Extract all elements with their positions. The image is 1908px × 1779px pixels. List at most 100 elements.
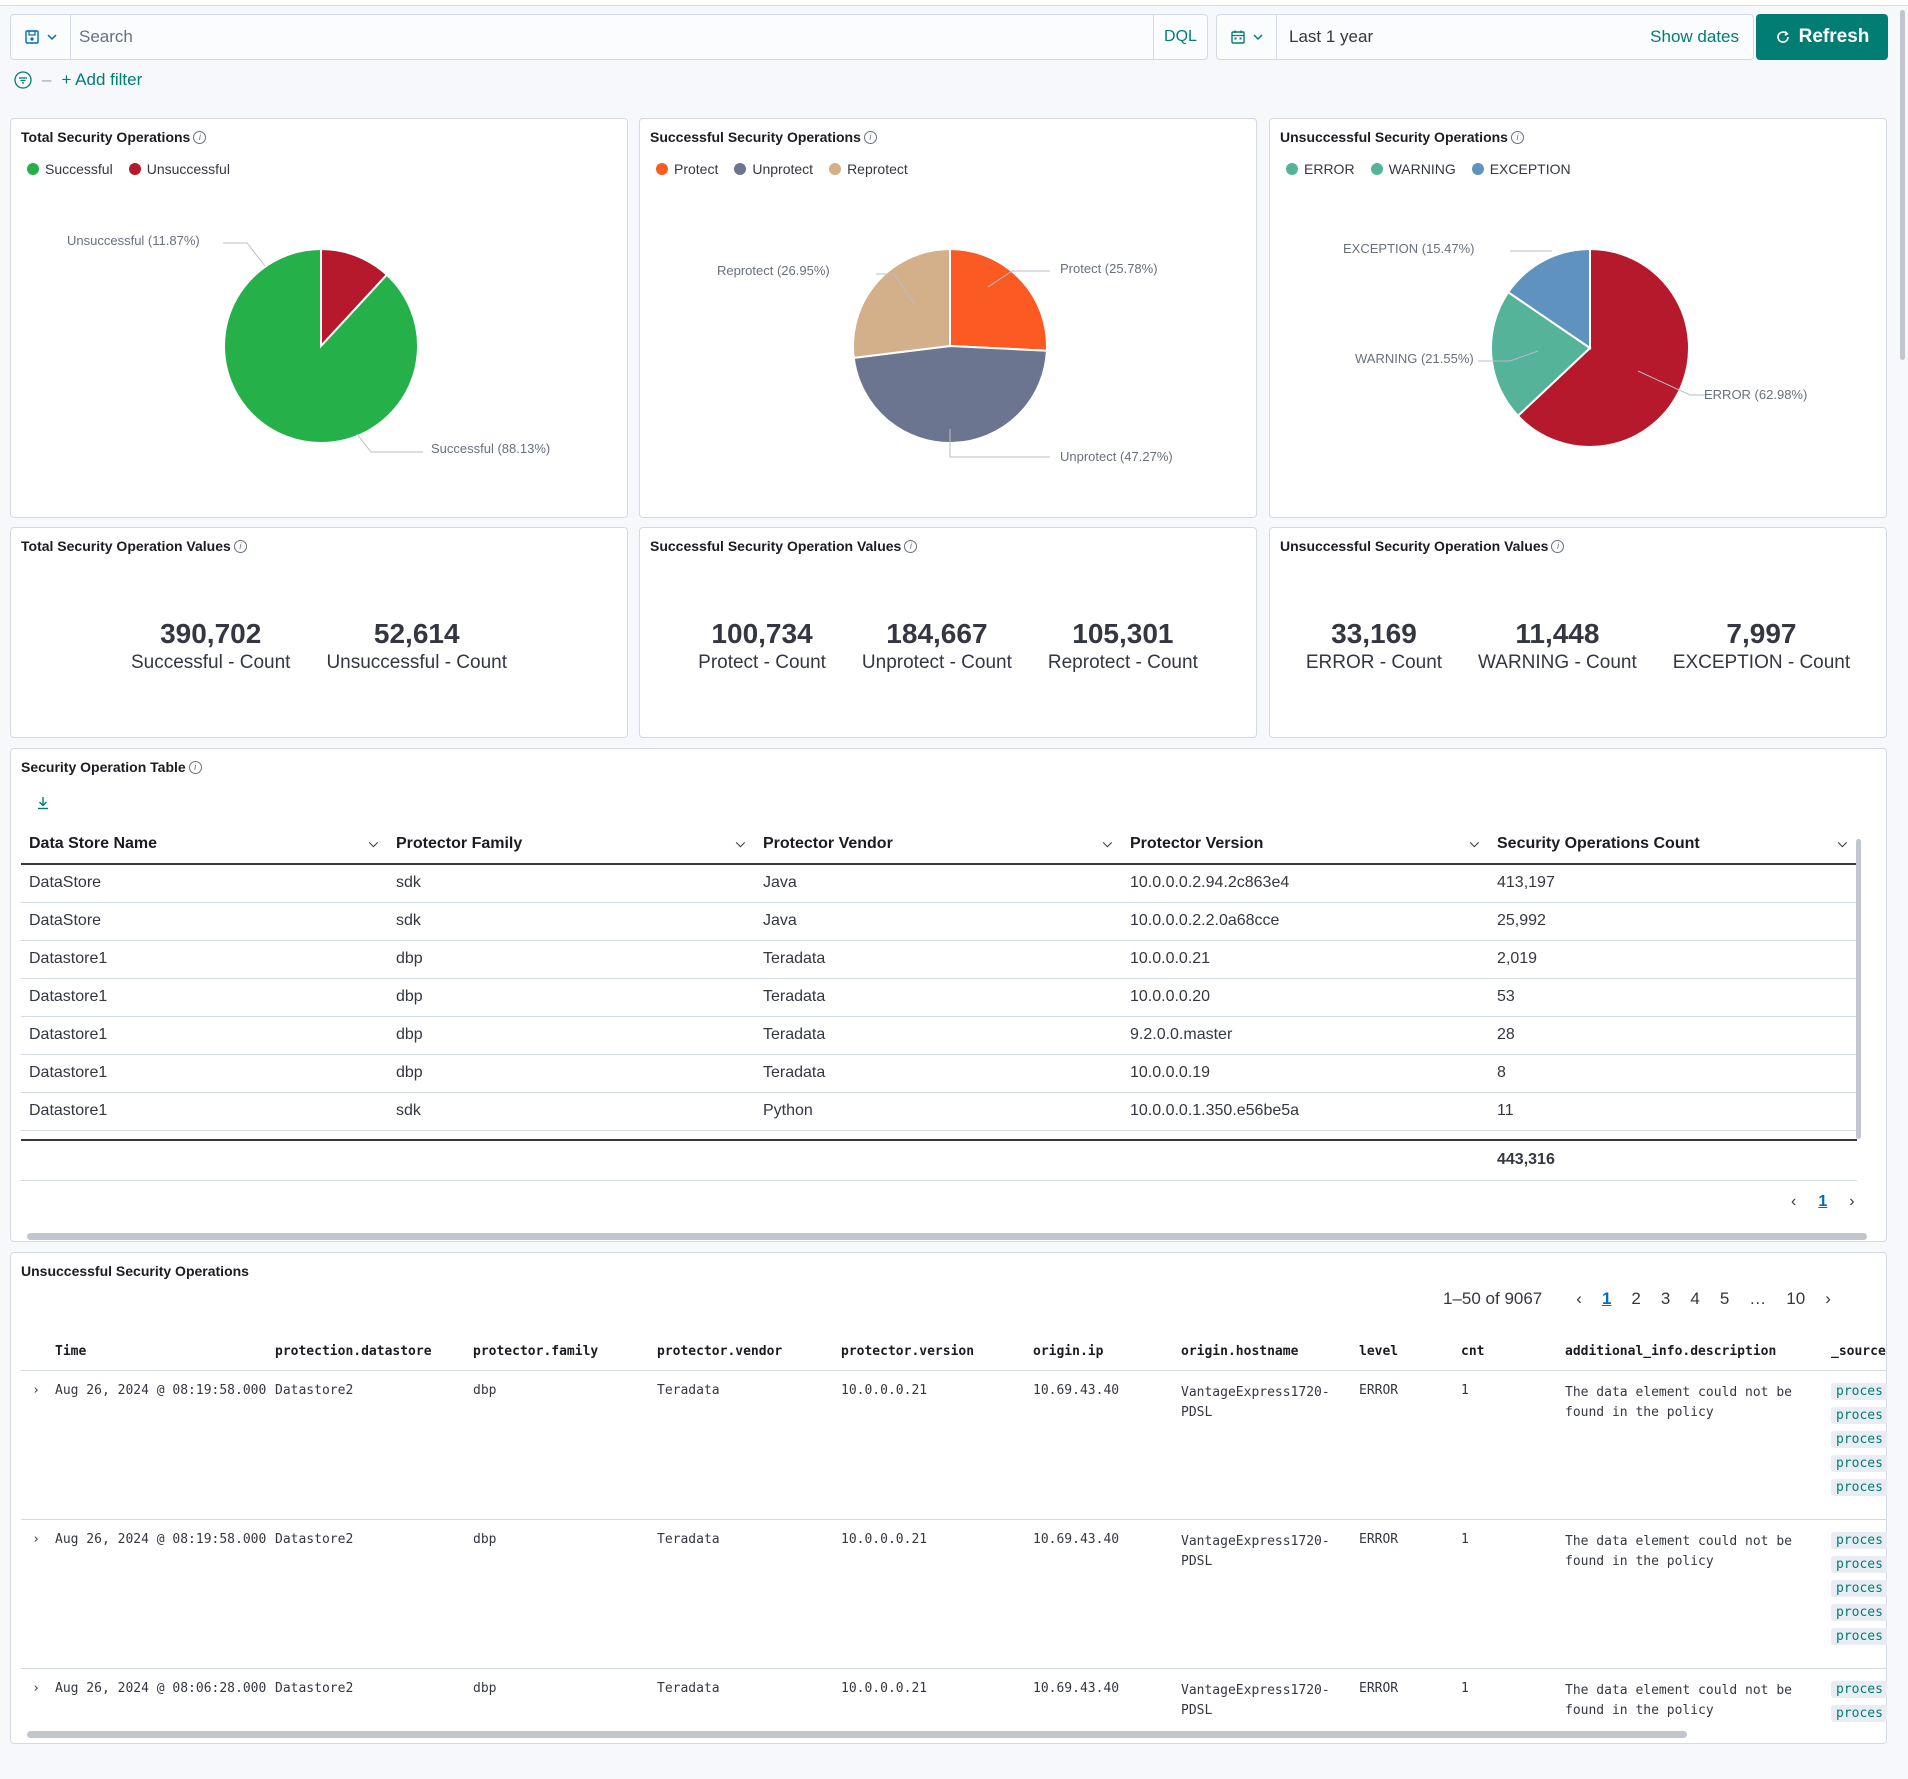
- pie-chart[interactable]: [640, 119, 1258, 519]
- source-tag[interactable]: proces: [1831, 1455, 1887, 1472]
- info-icon[interactable]: i: [1510, 130, 1524, 144]
- column-header-origin-ip[interactable]: origin.ip: [1033, 1344, 1104, 1359]
- column-header-time[interactable]: Time: [55, 1344, 87, 1359]
- cell: Java: [755, 902, 1122, 941]
- download-icon[interactable]: [35, 795, 51, 811]
- source-tag[interactable]: proces: [1831, 1556, 1887, 1573]
- source-tag[interactable]: proces: [1831, 1532, 1887, 1549]
- pie-slice-error[interactable]: [1516, 247, 1690, 448]
- quick-date-menu-button[interactable]: [1217, 15, 1277, 59]
- source-tag[interactable]: proces: [1831, 1431, 1887, 1448]
- source-tag[interactable]: proces: [1831, 1705, 1887, 1722]
- date-range-text[interactable]: Last 1 year: [1289, 27, 1374, 46]
- column-header-protector-vendor[interactable]: Protector Vendor ⌵: [755, 824, 1122, 865]
- legend-item-unprotect[interactable]: Unprotect: [734, 161, 813, 177]
- column-header-protector-version[interactable]: protector.version: [841, 1344, 975, 1359]
- legend-dot: [1370, 163, 1383, 175]
- add-filter-button[interactable]: + Add filter: [61, 70, 143, 89]
- column-header-description[interactable]: additional_info.description: [1565, 1343, 1777, 1359]
- query-language-button[interactable]: DQL: [1153, 15, 1207, 59]
- column-header-security-operations-count[interactable]: Security Operations Count ⌵: [1489, 824, 1857, 865]
- pie-slice-exception[interactable]: [1506, 247, 1591, 350]
- expand-row-icon[interactable]: ›: [32, 1532, 40, 1547]
- chevron-right-icon[interactable]: ›: [1825, 1289, 1831, 1308]
- info-icon[interactable]: i: [1551, 539, 1565, 553]
- column-header-source[interactable]: _source: [1831, 1344, 1886, 1359]
- legend-item-unsuccessful[interactable]: Unsuccessful: [128, 161, 230, 177]
- cell-vendor: Teradata: [657, 1681, 720, 1696]
- legend-item-exception[interactable]: EXCEPTION: [1471, 161, 1571, 177]
- cell-source: proces proces proces proces proces: [1827, 1383, 1887, 1503]
- cell: sdk: [388, 1092, 755, 1131]
- page-link-10[interactable]: 10: [1786, 1289, 1806, 1308]
- column-header-protector-version[interactable]: Protector Version ⌵: [1122, 824, 1489, 865]
- info-icon[interactable]: i: [904, 539, 918, 553]
- legend-item-error[interactable]: ERROR: [1286, 161, 1355, 177]
- chevron-left-icon[interactable]: ‹: [1576, 1289, 1582, 1308]
- page-link-4[interactable]: 4: [1690, 1289, 1700, 1308]
- chevron-right-icon[interactable]: ›: [1849, 1193, 1855, 1210]
- saved-queries-button[interactable]: [11, 15, 71, 59]
- legend-item-warning[interactable]: WARNING: [1370, 161, 1456, 177]
- column-header-protector-family[interactable]: protector.family: [473, 1344, 599, 1359]
- legend-item-protect[interactable]: Protect: [656, 161, 718, 177]
- search-input[interactable]: Search: [79, 27, 133, 46]
- cell: Teradata: [755, 978, 1122, 1017]
- pie-chart[interactable]: [11, 119, 629, 519]
- source-tag[interactable]: proces: [1831, 1479, 1887, 1496]
- cell: Datastore1: [21, 978, 388, 1017]
- expand-row-icon[interactable]: ›: [32, 1383, 40, 1398]
- chevron-down-icon[interactable]: ⌵: [1837, 836, 1847, 850]
- page-vertical-scrollbar[interactable]: [1900, 10, 1905, 360]
- legend-item-successful[interactable]: Successful: [27, 161, 113, 177]
- source-tag[interactable]: proces: [1831, 1604, 1887, 1621]
- chevron-left-icon[interactable]: ‹: [1791, 1193, 1797, 1210]
- horizontal-scrollbar[interactable]: [27, 1233, 1867, 1240]
- refresh-button[interactable]: Refresh: [1756, 14, 1888, 60]
- source-tag[interactable]: proces: [1831, 1681, 1887, 1698]
- page-link-3[interactable]: 3: [1660, 1289, 1671, 1308]
- column-header-protector-vendor[interactable]: protector.vendor: [657, 1344, 783, 1359]
- page-link-2[interactable]: 2: [1631, 1289, 1641, 1308]
- horizontal-scrollbar[interactable]: [27, 1731, 1687, 1738]
- column-header-protection-datastore[interactable]: protection.datastore: [275, 1344, 432, 1359]
- column-header-data-store-name[interactable]: Data Store Name ⌵: [21, 824, 388, 865]
- column-header-cnt[interactable]: cnt: [1461, 1344, 1485, 1359]
- pie-slice-warning[interactable]: [1490, 290, 1592, 418]
- source-tag[interactable]: proces: [1831, 1383, 1887, 1400]
- pie-slice-successful[interactable]: [223, 247, 419, 444]
- info-icon[interactable]: i: [193, 130, 207, 144]
- chevron-down-icon[interactable]: ⌵: [1102, 836, 1112, 850]
- page-link-5[interactable]: 5: [1719, 1289, 1730, 1308]
- source-tag[interactable]: proces: [1831, 1580, 1887, 1597]
- info-icon[interactable]: i: [863, 130, 877, 144]
- page-link-1[interactable]: 1: [1818, 1193, 1828, 1210]
- expand-row-icon[interactable]: ›: [32, 1681, 40, 1696]
- page-link-1[interactable]: 1: [1601, 1289, 1612, 1308]
- metric-group: 33,169 ERROR - Count 11,448 WARNING - Coun…: [1270, 618, 1886, 674]
- pie-slice-unprotect[interactable]: [852, 344, 1048, 444]
- chevron-down-icon[interactable]: ⌵: [1469, 836, 1479, 850]
- pie-chart[interactable]: [1270, 119, 1888, 519]
- legend-dot: [1471, 163, 1484, 175]
- column-header-origin-hostname[interactable]: origin.hostname: [1181, 1343, 1299, 1359]
- source-tag[interactable]: proces: [1831, 1407, 1887, 1424]
- pie-slice-reprotect[interactable]: [852, 247, 951, 359]
- source-tag[interactable]: proces: [1831, 1628, 1887, 1645]
- panel-title: Unsuccessful Security Operations i: [1280, 129, 1524, 145]
- show-dates-button[interactable]: Show dates: [1650, 27, 1739, 46]
- pie-slice-unsuccessful[interactable]: [320, 247, 389, 349]
- pie-slice-protect[interactable]: [949, 247, 1048, 352]
- filter-options-icon[interactable]: [14, 71, 32, 89]
- column-header-level[interactable]: level: [1359, 1344, 1399, 1359]
- column-header-protector-family[interactable]: Protector Family ⌵: [388, 824, 755, 865]
- info-icon[interactable]: i: [188, 760, 202, 774]
- info-icon[interactable]: i: [233, 539, 247, 553]
- legend-item-reprotect[interactable]: Reprotect: [829, 161, 908, 177]
- vertical-scrollbar[interactable]: [1856, 839, 1861, 1139]
- chevron-down-icon[interactable]: ⌵: [735, 836, 745, 850]
- chevron-down-icon[interactable]: ⌵: [368, 836, 378, 850]
- legend-dot: [128, 163, 141, 175]
- log-pagination: 1–50 of 9067 ‹ 1 2 3 4 5 … 10 ›: [1443, 1289, 1831, 1309]
- page-ellipsis: …: [1749, 1289, 1767, 1308]
